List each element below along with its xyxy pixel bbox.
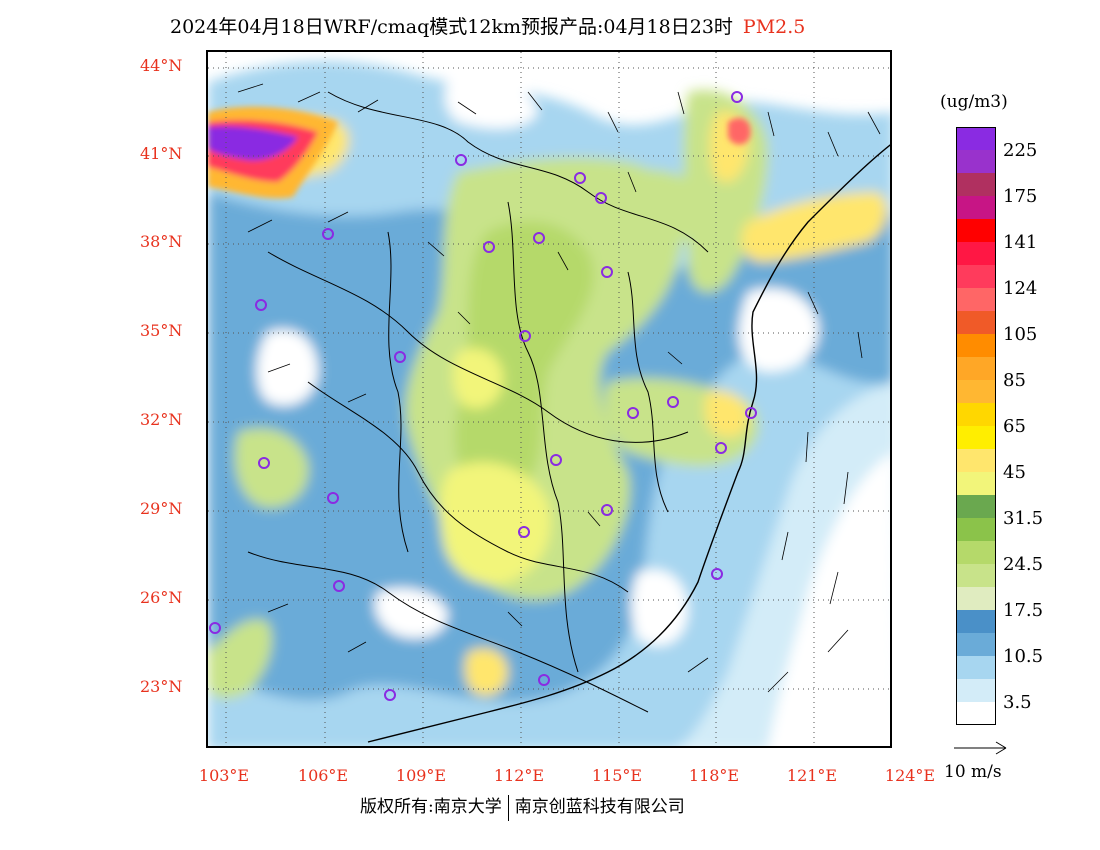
lon-label-121: 121°E xyxy=(786,766,838,785)
legend-tick-label: 65 xyxy=(1003,416,1026,437)
legend-tick-label: 105 xyxy=(1003,324,1038,345)
legend-swatch xyxy=(956,495,996,518)
legend-swatch xyxy=(956,242,996,265)
lon-label-112: 112°E xyxy=(493,766,545,785)
legend-swatch xyxy=(956,472,996,495)
legend-swatch xyxy=(956,357,996,380)
footer-company: 南京创蓝科技有限公司 xyxy=(514,797,685,817)
legend-swatch xyxy=(956,127,996,150)
lat-label-38: 38°N xyxy=(140,232,183,251)
legend-swatch xyxy=(956,311,996,334)
forecast-map[interactable] xyxy=(206,50,892,748)
color-legend xyxy=(956,127,996,725)
legend-unit: (ug/m3) xyxy=(940,92,1008,112)
lat-label-35: 35°N xyxy=(140,321,183,340)
legend-swatch xyxy=(956,564,996,587)
lon-label-124: 124°E xyxy=(884,766,936,785)
legend-tick-label: 10.5 xyxy=(1003,646,1044,667)
title-pollutant: PM2.5 xyxy=(742,16,806,38)
footer-copyright: 版权所有:南京大学 xyxy=(360,797,502,817)
lon-label-115: 115°E xyxy=(591,766,643,785)
legend-tick-label: 175 xyxy=(1003,186,1038,207)
lat-label-32: 32°N xyxy=(140,410,183,429)
legend-swatch xyxy=(956,541,996,564)
legend-tick-label: 24.5 xyxy=(1003,554,1044,575)
city-markers xyxy=(209,91,757,701)
legend-swatch xyxy=(956,334,996,357)
lon-label-109: 109°E xyxy=(395,766,447,785)
lat-label-23: 23°N xyxy=(140,677,183,696)
legend-swatch xyxy=(956,265,996,288)
legend-swatch xyxy=(956,426,996,449)
coastline xyxy=(367,144,890,743)
title-main: 2024年04月18日WRF/cmaq模式12km预报产品:04月18日23时 xyxy=(170,16,733,38)
lon-label-103: 103°E xyxy=(198,766,250,785)
legend-tick-label: 225 xyxy=(1003,140,1038,161)
map-title: 2024年04月18日WRF/cmaq模式12km预报产品:04月18日23时 P… xyxy=(170,12,805,39)
legend-swatch xyxy=(956,173,996,196)
legend-swatch xyxy=(956,150,996,173)
legend-swatch xyxy=(956,288,996,311)
footer: 版权所有:南京大学 南京创蓝科技有限公司 xyxy=(360,792,685,821)
legend-swatch xyxy=(956,196,996,219)
map-canvas xyxy=(208,52,890,746)
admin-boundaries xyxy=(247,91,709,713)
lon-label-106: 106°E xyxy=(297,766,349,785)
legend-tick-label: 31.5 xyxy=(1003,508,1044,529)
wind-reference-label: 10 m/s xyxy=(944,762,1002,782)
legend-swatch xyxy=(956,219,996,242)
legend-swatch xyxy=(956,518,996,541)
legend-swatch xyxy=(956,610,996,633)
pm25-field xyxy=(208,61,890,746)
wind-field xyxy=(237,83,881,693)
legend-tick-label: 124 xyxy=(1003,278,1038,299)
lat-label-44: 44°N xyxy=(140,56,183,75)
footer-divider xyxy=(507,794,509,821)
lat-label-29: 29°N xyxy=(140,499,183,518)
wind-reference-arrow xyxy=(954,741,1007,755)
legend-swatch xyxy=(956,449,996,472)
legend-swatch xyxy=(956,380,996,403)
legend-swatch xyxy=(956,702,996,725)
legend-swatch xyxy=(956,587,996,610)
legend-tick-label: 3.5 xyxy=(1003,692,1032,713)
legend-swatch xyxy=(956,679,996,702)
legend-swatch xyxy=(956,656,996,679)
pollution-hotspot xyxy=(208,106,751,199)
lon-label-118: 118°E xyxy=(688,766,740,785)
lat-label-26: 26°N xyxy=(140,588,183,607)
legend-tick-label: 85 xyxy=(1003,370,1026,391)
lat-label-41: 41°N xyxy=(140,144,183,163)
legend-tick-label: 45 xyxy=(1003,462,1026,483)
legend-tick-label: 141 xyxy=(1003,232,1038,253)
legend-swatch xyxy=(956,633,996,656)
legend-tick-label: 17.5 xyxy=(1003,600,1044,621)
legend-swatch xyxy=(956,403,996,426)
